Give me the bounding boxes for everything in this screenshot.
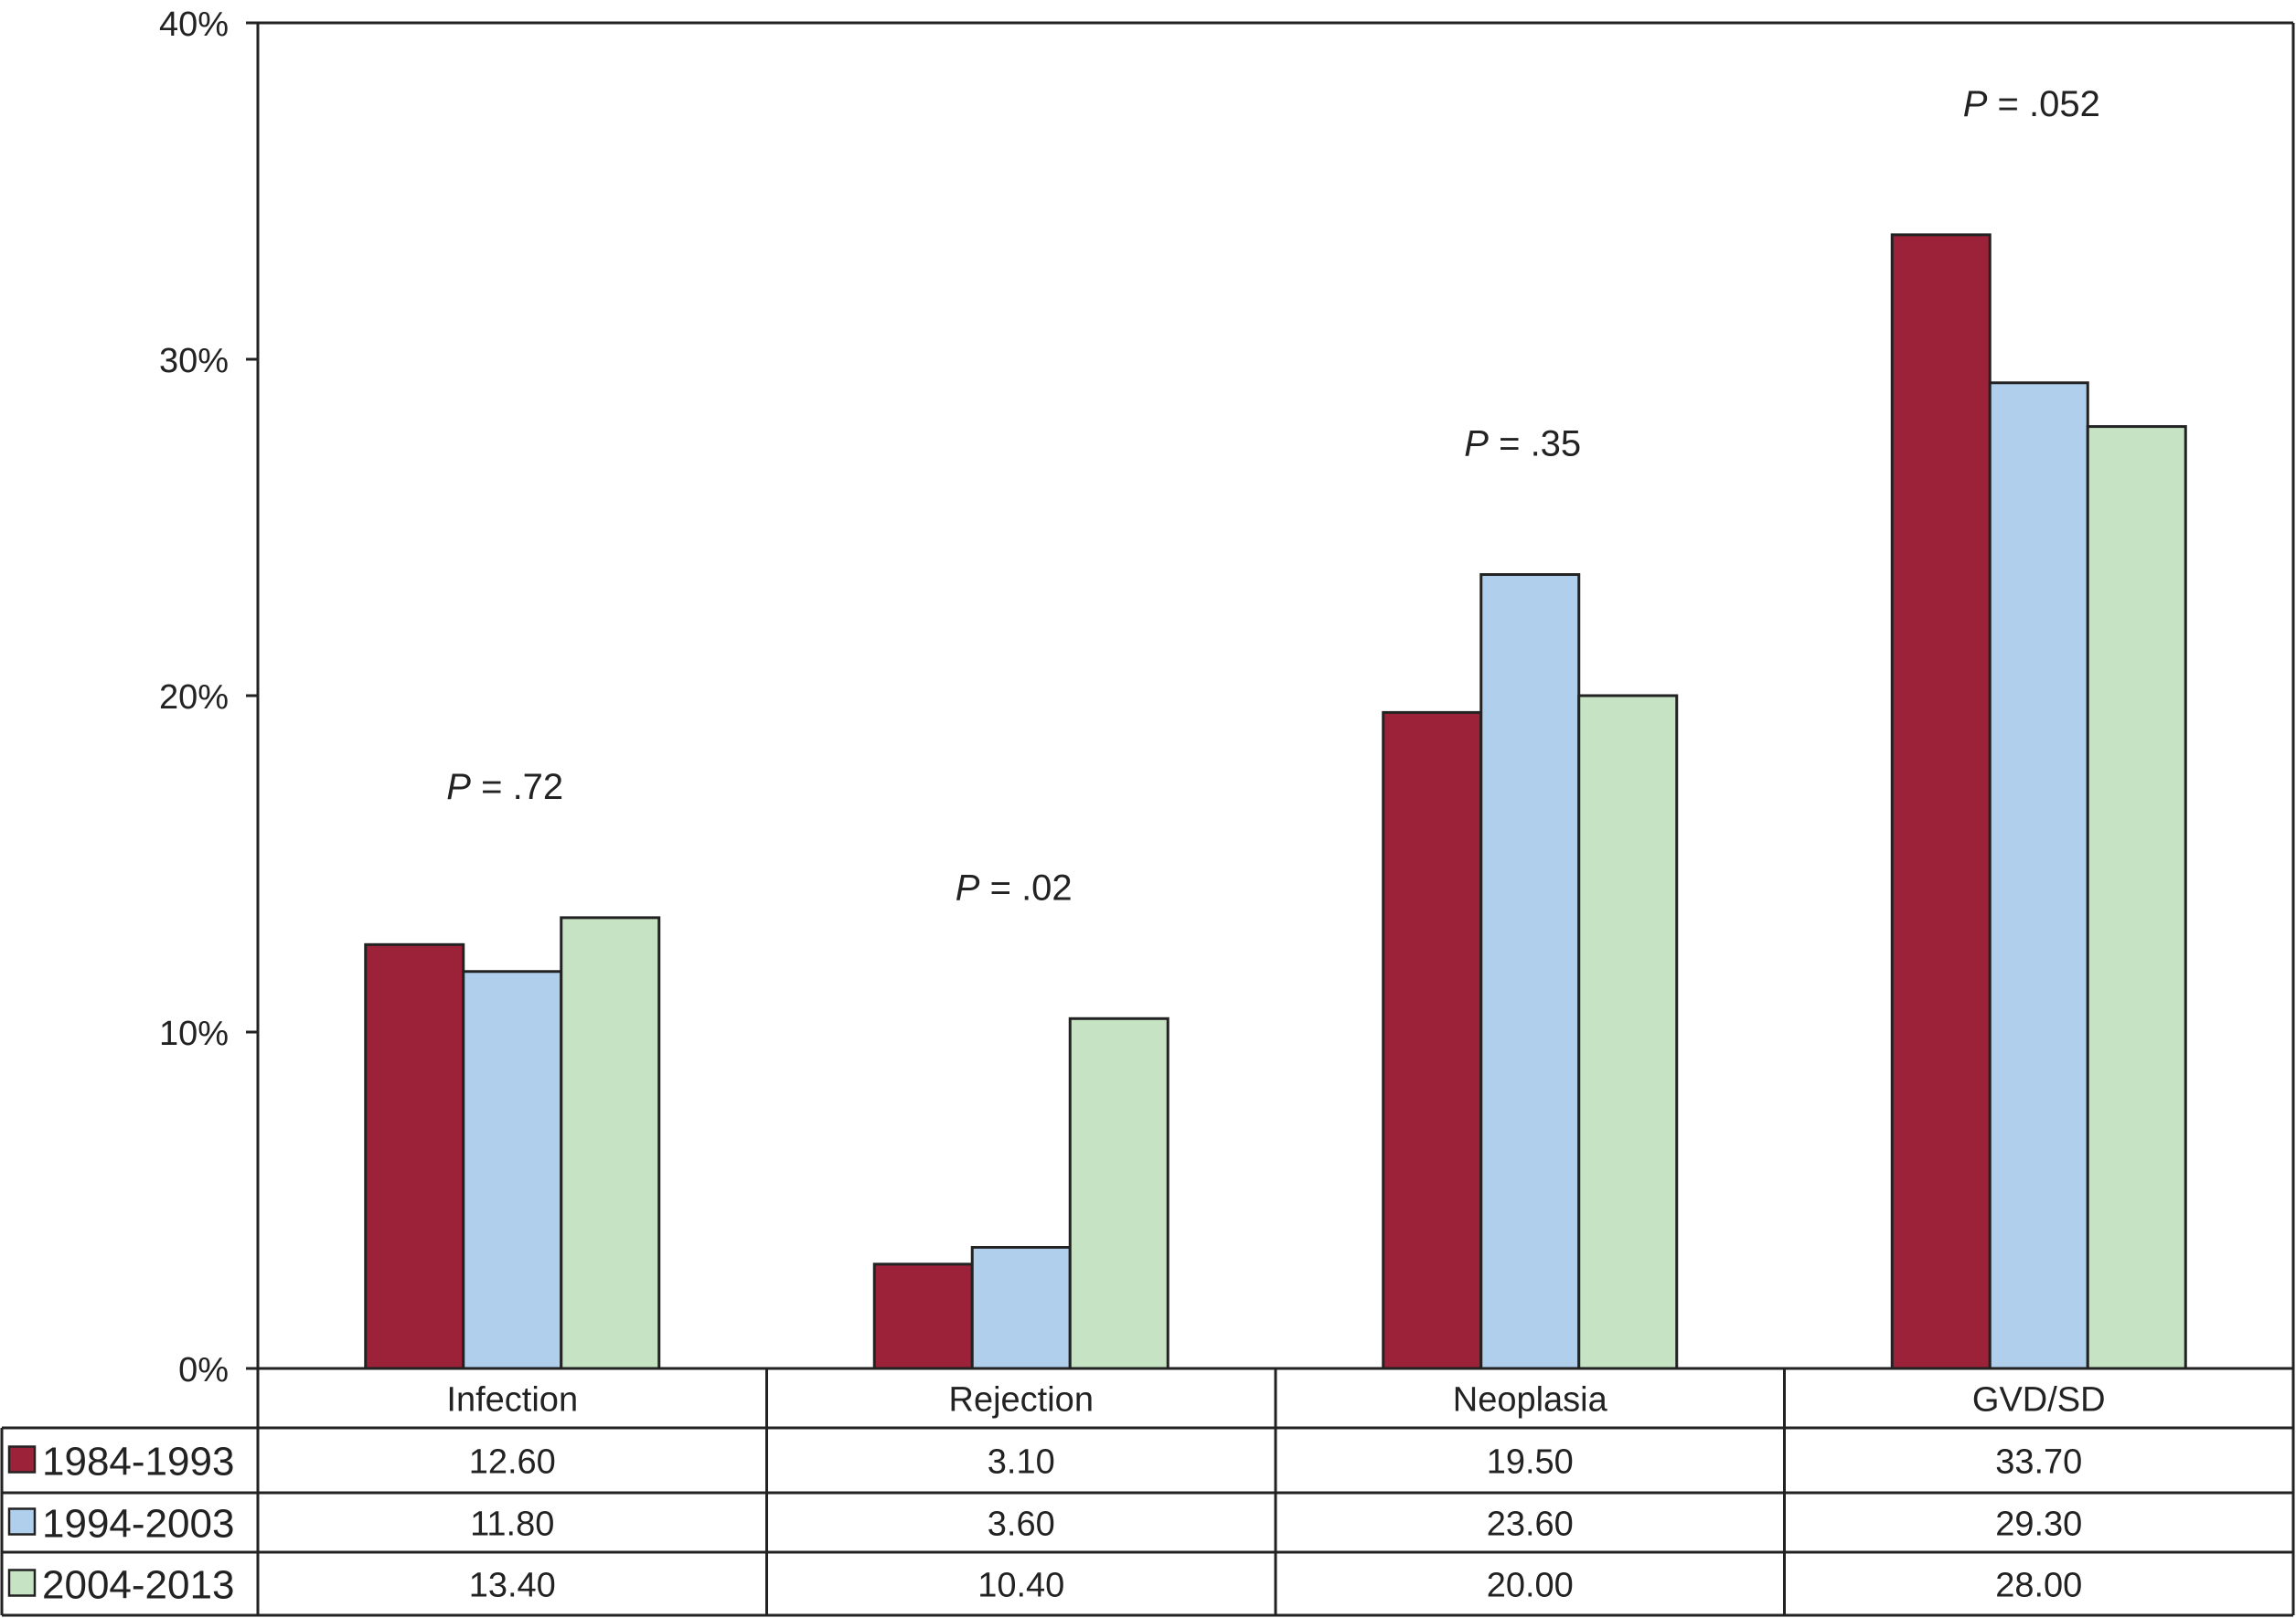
bar-gvd-sd-1984-1993	[1890, 233, 1992, 1370]
category-label-neoplasia: Neoplasia	[1453, 1381, 1608, 1420]
table-value-1994-2003-rejection: 3.60	[988, 1506, 1055, 1544]
table-value-2004-2013-rejection: 10.40	[977, 1567, 1064, 1605]
bar-infection-1984-1993	[364, 942, 465, 1370]
p-symbol: P	[446, 767, 471, 807]
table-value-1994-2003-infection: 11.80	[470, 1506, 554, 1544]
p-symbol: P	[1963, 84, 1988, 124]
p-value-text: = .72	[471, 767, 563, 807]
table-value-1994-2003-gvd-sd: 29.30	[1995, 1506, 2082, 1544]
table-value-1984-1993-gvd-sd: 33.70	[1995, 1443, 2082, 1482]
legend-label-1994-2003: 1994-2003	[42, 1502, 234, 1547]
y-tick-label: 0%	[178, 1351, 229, 1389]
y-tick-label: 20%	[159, 678, 229, 717]
bar-rejection-2004-2013	[1068, 1017, 1169, 1370]
p-value-label-rejection: P = .02	[956, 868, 1073, 908]
legend-label-1984-1993: 1984-1993	[42, 1440, 234, 1485]
table-value-1994-2003-neoplasia: 23.60	[1487, 1506, 1574, 1544]
category-label-gvd-sd: GVD/SD	[1972, 1381, 2106, 1420]
bar-infection-2004-2013	[560, 916, 661, 1370]
p-value-text: = .02	[979, 868, 1072, 908]
p-value-annotations: P = .72P = .02P = .35P = .052	[446, 84, 2100, 908]
category-label-rejection: Rejection	[949, 1381, 1094, 1420]
table-value-2004-2013-gvd-sd: 28.00	[1995, 1567, 2082, 1605]
legend-swatch-1984-1993	[7, 1445, 37, 1474]
bar-neoplasia-2004-2013	[1577, 694, 1679, 1370]
bar-neoplasia-1994-2003	[1479, 573, 1581, 1370]
bars-group	[364, 233, 2187, 1370]
table-value-1984-1993-rejection: 3.10	[988, 1443, 1055, 1482]
legend-label-2004-2013: 2004-2013	[42, 1563, 234, 1608]
y-tick-label: 10%	[159, 1015, 229, 1053]
legend-swatch-1994-2003	[7, 1507, 37, 1536]
table-value-1984-1993-infection: 12.60	[469, 1443, 556, 1482]
p-symbol: P	[1464, 424, 1489, 464]
y-axis: 0% 10% 20% 30% 40%	[159, 5, 2295, 1389]
bar-infection-1994-2003	[462, 970, 563, 1370]
category-label-infection: Infection	[446, 1381, 578, 1420]
p-value-label-gvd-sd: P = .052	[1963, 84, 2100, 124]
p-value-text: = .35	[1489, 424, 1581, 464]
data-table: Infection Rejection Neoplasia GVD/SD 1984-19…	[0, 1367, 2295, 1617]
legend-swatch-2004-2013	[7, 1569, 37, 1597]
p-value-label-neoplasia: P = .35	[1464, 424, 1581, 464]
bar-rejection-1984-1993	[872, 1262, 974, 1370]
bar-rejection-1994-2003	[970, 1246, 1072, 1370]
table-value-2004-2013-infection: 13.40	[469, 1567, 556, 1605]
y-tick-label: 40%	[159, 5, 229, 44]
bar-gvd-sd-1994-2003	[1988, 381, 2089, 1370]
p-symbol: P	[956, 868, 980, 908]
table-value-1984-1993-neoplasia: 19.50	[1487, 1443, 1574, 1482]
table-value-2004-2013-neoplasia: 20.00	[1487, 1567, 1574, 1605]
p-value-text: = .052	[1987, 84, 2099, 124]
y-tick-label: 30%	[159, 342, 229, 380]
bar-gvd-sd-2004-2013	[2086, 425, 2187, 1370]
bar-neoplasia-1984-1993	[1382, 710, 1483, 1370]
p-value-label-infection: P = .72	[446, 767, 563, 807]
